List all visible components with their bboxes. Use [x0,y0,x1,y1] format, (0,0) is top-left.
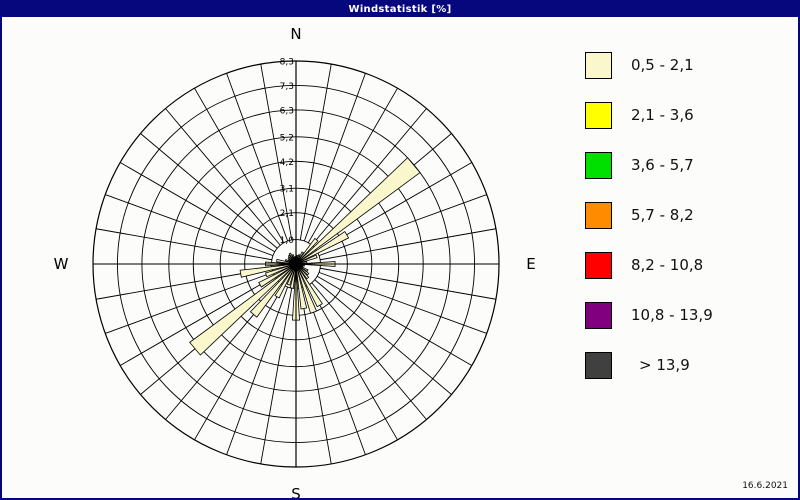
windrose-plot: 1,0 2,1 3,1 4,2 5,2 6,3 7,3 8,3 N E S W [2,18,562,498]
grid-spoke [119,162,276,253]
windrose-petal[interactable] [295,230,350,265]
legend-item-label: 5,7 - 8,2 [631,206,694,224]
windrose-petals [189,157,421,356]
legend-item-label: 8,2 - 10,8 [631,256,704,274]
windrose-petal[interactable] [295,263,310,280]
grid-spoke [105,271,274,334]
grid-spoke [311,108,427,246]
legend-item[interactable]: 5,7 - 8,2 [585,190,795,240]
legend-color-swatch [585,301,612,329]
grid-spoke [299,288,332,464]
grid-spoke [226,286,289,455]
windrose-petal[interactable] [274,263,297,299]
windrose-petal[interactable] [295,157,421,265]
legend-color-swatch [585,351,612,379]
grid-spoke [307,284,398,441]
radial-tick-label: 8,3 [280,58,294,68]
radial-tick-label: 2,1 [280,209,294,219]
legend-item-label: 0,5 - 2,1 [631,56,694,74]
compass-label-south: S [291,485,301,498]
compass-label-west: W [54,255,69,273]
grid-spoke [314,279,452,395]
grid-spoke [194,284,285,441]
windrose-petal[interactable] [249,263,297,318]
radial-tick-labels: 1,0 2,1 3,1 4,2 5,2 6,3 7,3 8,3 [280,58,295,247]
legend-color-swatch [585,201,612,229]
windrose-petal[interactable] [264,263,297,278]
windrose-petal[interactable] [295,237,319,265]
grid-spoke [307,87,398,244]
grid-spoke [226,73,289,242]
polar-axes [93,61,499,467]
windrose-svg: 1,0 2,1 3,1 4,2 5,2 6,3 7,3 8,3 N E S W [54,25,536,498]
grid-spoke [318,194,487,257]
grid-spoke [165,108,281,246]
legend-item[interactable]: > 13,9 [585,340,795,390]
legend-item-label: 10,8 - 13,9 [631,306,713,324]
legend-color-swatch [585,101,612,129]
windrose-petal[interactable] [189,263,297,356]
windrose-petal[interactable] [258,263,297,288]
legend-color-swatch [585,251,612,279]
grid-spoke [119,275,276,366]
compass-label-north: N [290,25,301,43]
window-title: Windstatistik [%] [2,2,798,17]
grid-spoke [320,228,496,261]
legend-item[interactable]: 3,6 - 5,7 [585,140,795,190]
grid-spoke [311,282,427,420]
legend: 0,5 - 2,1 2,1 - 3,6 3,6 - 5,7 5,7 - 8,2 8,2 … [585,40,795,390]
legend-color-swatch [585,51,612,79]
legend-item-label: 3,6 - 5,7 [631,156,694,174]
grid-spoke [140,133,278,249]
legend-item[interactable]: 8,2 - 10,8 [585,240,795,290]
grid-spoke [260,288,293,464]
date-stamp: 16.6.2021 [742,481,788,491]
legend-item-label: > 13,9 [639,356,690,374]
legend-item[interactable]: 2,1 - 3,6 [585,90,795,140]
windrose-petal[interactable] [295,263,323,308]
radial-tick-label: 5,2 [280,133,294,143]
grid-spoke [96,228,272,261]
radial-tick-label: 6,3 [280,106,294,116]
legend-color-swatch [585,151,612,179]
legend-item[interactable]: 10,8 - 13,9 [585,290,795,340]
grid-spoke [105,194,274,257]
windrose-petal[interactable] [239,263,297,278]
legend-item[interactable]: 0,5 - 2,1 [585,40,795,90]
windrose-petal[interactable] [295,254,318,265]
legend-item-label: 2,1 - 3,6 [631,106,694,124]
grid-spoke [299,64,332,240]
windrose-petal[interactable] [295,263,318,314]
grid-spoke [303,73,366,242]
grid-spoke [320,267,496,300]
grid-spoke [303,286,366,455]
compass-label-east: E [526,255,535,273]
radial-tick-label: 1,0 [280,236,295,246]
grid-spoke [194,87,285,244]
grid-spoke [318,271,487,334]
radial-tick-label: 4,2 [280,158,294,168]
radial-tick-label: 3,1 [280,185,294,195]
radial-tick-label: 7,3 [280,82,294,92]
windrose-petal[interactable] [295,263,308,310]
grid-spoke [316,275,473,366]
grid-spoke [260,64,293,240]
